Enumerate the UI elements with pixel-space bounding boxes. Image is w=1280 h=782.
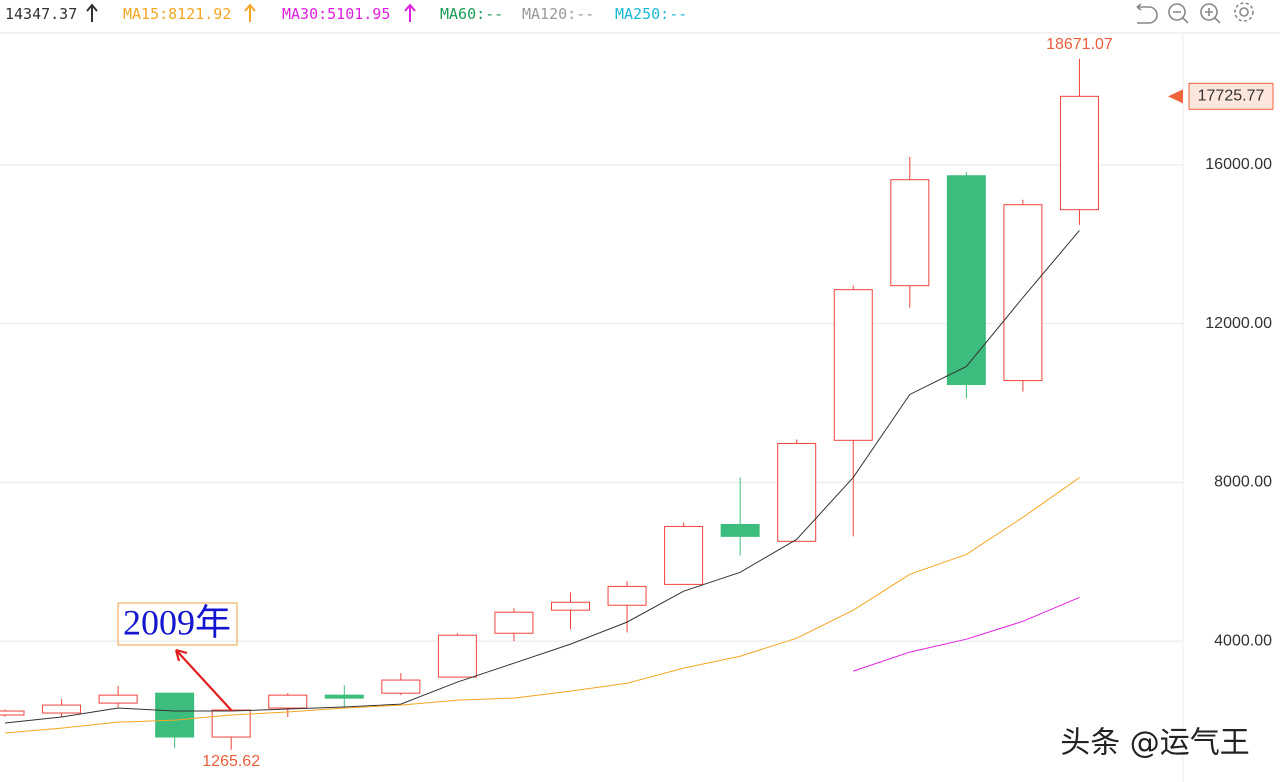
- candle-body: [268, 694, 308, 709]
- candle-body: [607, 585, 647, 606]
- watermark: 头条 @运气王: [1060, 726, 1250, 761]
- trend-arrow: [244, 3, 256, 22]
- candle-body: [98, 694, 138, 704]
- zoom-out-icon[interactable]: [1168, 3, 1186, 21]
- toolbar: [1136, 2, 1254, 24]
- legend-entry: MA15:8121.92: [123, 5, 231, 23]
- legend-name: MA120:: [522, 5, 576, 23]
- settings-icon[interactable]: [1239, 7, 1249, 17]
- legend-entry: MA120:--: [522, 5, 594, 23]
- legend-value: 14347.37: [5, 5, 77, 23]
- legend-entry: MA250:--: [615, 5, 687, 23]
- ma-line: [4, 477, 1080, 734]
- annotation-box: [117, 602, 238, 646]
- candle-body: [1003, 204, 1043, 382]
- y-tick-label: 12000.00: [1205, 315, 1272, 332]
- legend-value: --: [485, 5, 503, 23]
- legend: 14347.37 MA15:8121.92 MA30:5101.95 MA60:-- M…: [5, 3, 687, 23]
- y-tick-label: 8000.00: [1214, 474, 1272, 491]
- max-label: 18671.07: [1046, 36, 1113, 53]
- legend-name: MA60:: [440, 5, 485, 23]
- zoom-in-icon[interactable]: [1200, 3, 1218, 21]
- y-tick-label: 4000.00: [1214, 632, 1272, 649]
- legend-value: --: [576, 5, 594, 23]
- price-pointer: [1168, 89, 1183, 104]
- annotation-text: 2009年: [123, 602, 231, 642]
- trend-arrow: [86, 3, 98, 22]
- min-label: 1265.62: [202, 753, 260, 770]
- legend-name: MA30:: [282, 5, 327, 23]
- candle-body: [890, 179, 930, 287]
- candle-body: [720, 523, 760, 537]
- candle-body: [494, 611, 534, 634]
- price-tag-label: 17725.77: [1198, 88, 1265, 105]
- legend-entry: 14347.37: [5, 5, 77, 23]
- annotation-arrow: [174, 648, 233, 712]
- y-tick-label: 16000.00: [1205, 156, 1272, 173]
- candle-body: [551, 601, 590, 611]
- candle-body: [1059, 95, 1099, 211]
- legend-value: 8121.92: [168, 5, 231, 23]
- candle-body: [0, 710, 25, 716]
- candle-body: [833, 289, 873, 441]
- candle-body: [42, 704, 82, 714]
- legend-value: 5101.95: [327, 5, 390, 23]
- plot-area: [0, 58, 1183, 750]
- trend-arrow: [404, 3, 416, 22]
- candle-body: [946, 175, 986, 386]
- price-tag: [1188, 82, 1274, 110]
- legend-name: MA15:: [123, 5, 168, 23]
- legend-entry: MA30:5101.95: [282, 5, 390, 23]
- legend-entry: MA60:--: [440, 5, 503, 23]
- candle-body: [437, 634, 477, 678]
- undo-icon[interactable]: [1136, 3, 1158, 24]
- ma-line: [4, 230, 1080, 724]
- candle-body: [324, 694, 364, 699]
- candle-body: [777, 442, 817, 542]
- ma-line: [853, 596, 1080, 672]
- candle-body: [155, 692, 195, 738]
- candle-body: [381, 679, 421, 694]
- legend-value: --: [669, 5, 687, 23]
- candle-body: [664, 525, 704, 585]
- legend-name: MA250:: [615, 5, 669, 23]
